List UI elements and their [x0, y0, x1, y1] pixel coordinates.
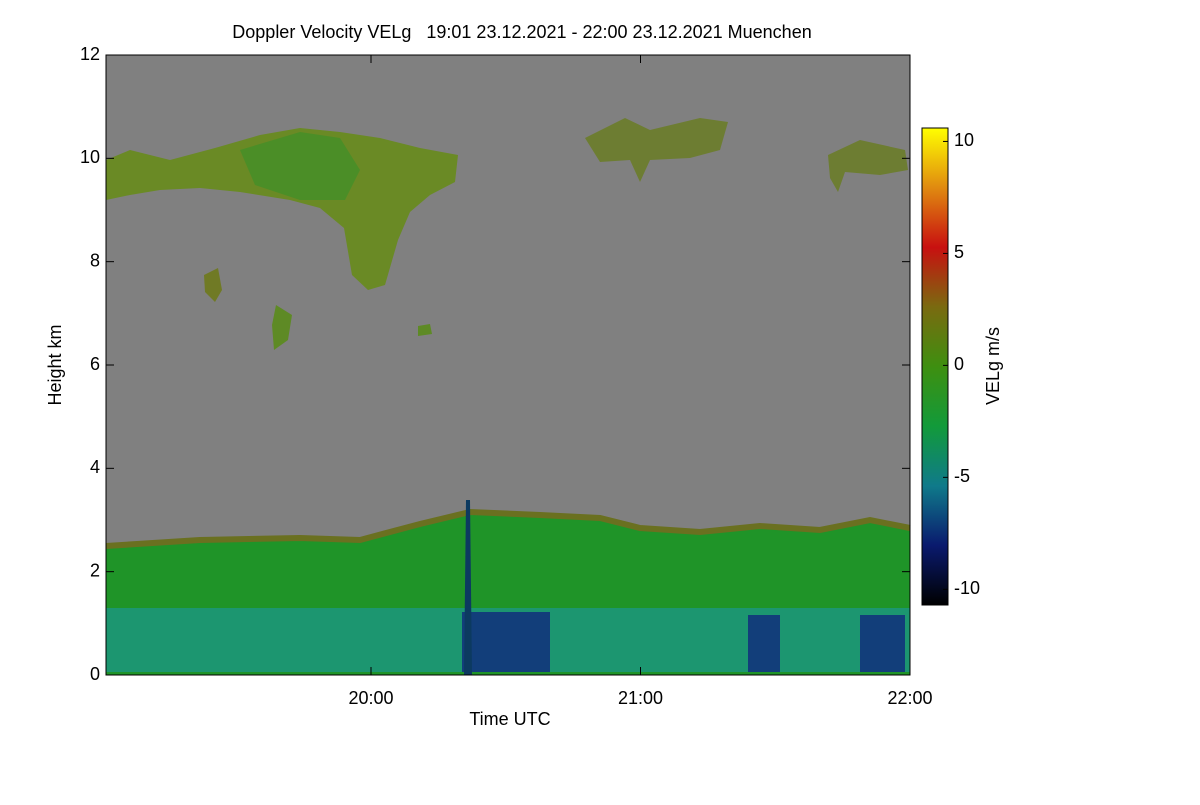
y-tick-label: 12 — [80, 44, 100, 64]
colorbar-tick-label: 5 — [954, 242, 964, 262]
y-tick-label: 10 — [80, 147, 100, 167]
y-tick-label: 2 — [90, 560, 100, 580]
x-tick-label: 22:00 — [887, 688, 932, 708]
y-axis-label: Height km — [45, 324, 65, 405]
chart-title: Doppler Velocity VELg 19:01 23.12.2021 -… — [232, 22, 811, 42]
y-tick-label: 6 — [90, 354, 100, 374]
x-tick-label: 21:00 — [618, 688, 663, 708]
colorbar-tick-label: 10 — [954, 130, 974, 150]
colorbar — [921, 127, 949, 606]
x-axis-label: Time UTC — [469, 709, 550, 729]
colorbar-tick-label: -5 — [954, 466, 970, 486]
colorbar-tick-label: -10 — [954, 578, 980, 598]
y-tick-label: 8 — [90, 250, 100, 270]
colorbar-tick-label: 0 — [954, 354, 964, 374]
radar-echoes — [105, 118, 911, 675]
y-tick-label: 0 — [90, 664, 100, 684]
x-tick-label: 20:00 — [348, 688, 393, 708]
y-tick-label: 4 — [90, 457, 100, 477]
colorbar-label: VELg m/s — [983, 327, 1003, 405]
